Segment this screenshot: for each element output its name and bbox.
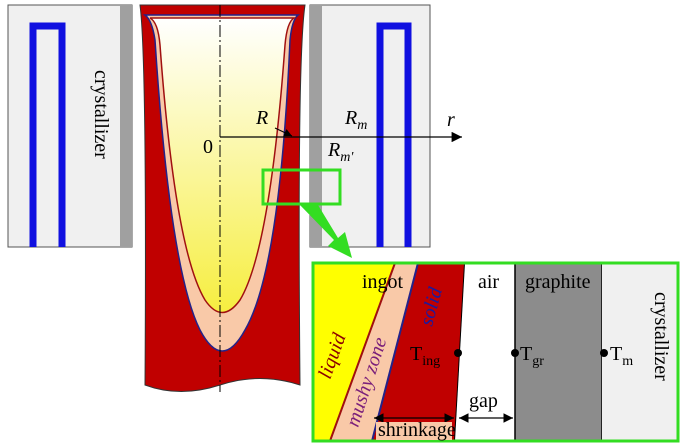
detail-inset: ingot air graphite liquid mushy zone sol… (311, 261, 680, 443)
label: Tm (610, 343, 633, 369)
crystallizer-left: crystallizer (7, 4, 133, 248)
label: Rm (344, 107, 367, 133)
label-part: T (410, 343, 422, 365)
label-part: T (520, 343, 532, 365)
label-part: m (357, 118, 367, 133)
label-part: m' (340, 150, 354, 165)
label-part: R (344, 107, 357, 129)
zoom-box (261, 168, 342, 206)
label: Ting (410, 343, 440, 369)
label: air (478, 271, 499, 293)
zoom-arrow (300, 205, 352, 258)
label-part: R (327, 139, 340, 161)
label: gap (469, 390, 498, 412)
label: R (255, 107, 268, 129)
label-part: gr (532, 354, 544, 369)
label: 0 (203, 136, 213, 158)
label: graphite (525, 271, 591, 293)
label: Rm' (327, 139, 354, 165)
label-part: ing (422, 354, 440, 369)
ingot (139, 4, 306, 392)
label: shrinkage (378, 419, 456, 441)
label-part: m (622, 354, 633, 369)
point (454, 349, 462, 357)
label: Tgr (520, 343, 544, 369)
label-part: T (610, 343, 622, 365)
point (600, 349, 608, 357)
r-pointer (274, 127, 293, 137)
label: r (447, 109, 455, 131)
label: crystallizer (650, 292, 672, 381)
label: ingot (362, 271, 404, 293)
point (511, 349, 519, 357)
crystallizer-right (309, 4, 431, 248)
label: crystallizer (90, 70, 112, 159)
